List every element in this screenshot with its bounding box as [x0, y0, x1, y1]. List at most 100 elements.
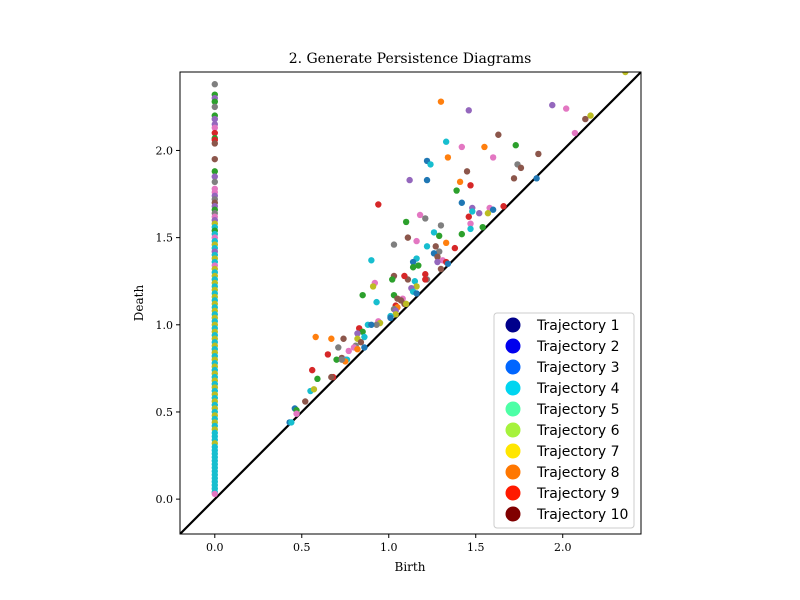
- h1-point: [413, 283, 420, 290]
- h1-point: [451, 244, 459, 252]
- h1-point: [413, 237, 420, 245]
- h1-point: [328, 373, 335, 381]
- h1-point: [484, 210, 492, 217]
- legend-marker: [505, 464, 521, 480]
- h0-point: [211, 178, 218, 186]
- h1-point: [434, 258, 441, 266]
- h1-point: [387, 314, 394, 322]
- legend-marker: [505, 422, 521, 438]
- x-tick-label: 1.0: [380, 541, 398, 554]
- h1-point: [430, 229, 438, 236]
- h1-point: [406, 176, 413, 184]
- h0-point: [211, 98, 218, 105]
- h1-point: [423, 176, 431, 184]
- h1-point: [481, 143, 488, 151]
- h1-point: [392, 311, 399, 318]
- h1-point: [345, 347, 352, 355]
- h1-point: [411, 278, 419, 285]
- h1-point: [422, 276, 429, 283]
- h1-point: [489, 154, 497, 161]
- h0-point: [211, 140, 218, 147]
- h1-point: [467, 220, 474, 227]
- plot-frame: [179, 71, 642, 535]
- y-tick-label: 2.0: [156, 144, 174, 157]
- x-axis-ticks: 0.0 0.5 1.0 1.5 2.0: [206, 534, 571, 554]
- h1-point: [402, 300, 410, 308]
- h1-point: [432, 243, 439, 250]
- chart-title: 2. Generate Persistence Diagrams: [289, 51, 532, 67]
- h1-point: [324, 351, 332, 358]
- h1-point: [288, 419, 295, 426]
- legend-box: [493, 312, 635, 529]
- h1-point: [495, 131, 502, 138]
- y-tick-label: 1.5: [156, 232, 174, 245]
- h1-point: [404, 234, 412, 241]
- x-tick-label: 2.0: [554, 541, 572, 554]
- h1-point: [512, 142, 519, 149]
- h0-point: [211, 490, 218, 498]
- x-tick-label: 0.5: [293, 541, 311, 554]
- h1-point: [409, 258, 417, 266]
- legend-label: Trajectory 10: [536, 507, 628, 523]
- h1-point: [422, 271, 429, 278]
- plot-area: [179, 71, 642, 535]
- legend-marker: [505, 506, 521, 522]
- h0-point: [211, 155, 218, 163]
- h1-point: [409, 264, 417, 271]
- h1-point: [465, 107, 472, 114]
- h1-point: [302, 398, 309, 405]
- h1-point: [436, 248, 443, 255]
- h1-point: [587, 112, 594, 119]
- h1-point: [458, 143, 466, 151]
- h1-point: [467, 182, 474, 189]
- legend-label: Trajectory 7: [536, 444, 619, 460]
- h1-point: [309, 366, 316, 374]
- h1-point: [444, 260, 452, 267]
- h1-point: [389, 276, 396, 283]
- h1-point: [500, 203, 507, 210]
- h1-point: [571, 129, 579, 137]
- legend-label: Trajectory 5: [536, 402, 619, 418]
- legend-label: Trajectory 6: [536, 423, 620, 439]
- h1-point: [437, 265, 445, 273]
- h1-point: [442, 138, 450, 145]
- h1-point: [373, 298, 380, 306]
- y-tick-label: 0.0: [156, 493, 174, 506]
- x-tick-label: 1.5: [467, 541, 485, 554]
- legend-label: Trajectory 9: [536, 486, 619, 502]
- h1-point: [535, 150, 542, 158]
- h1-point: [510, 175, 518, 182]
- h1-point: [562, 105, 570, 112]
- h0-point: [211, 124, 218, 131]
- h1-point: [458, 199, 466, 206]
- h1-point: [582, 115, 589, 123]
- h1-point: [427, 161, 434, 168]
- h1-point: [357, 339, 365, 346]
- legend-marker: [505, 380, 521, 396]
- h1-point: [423, 243, 431, 250]
- h1-point: [401, 272, 408, 280]
- h1-point: [293, 410, 300, 417]
- legend: Trajectory 1 Trajectory 2 Trajectory 3 Traj…: [493, 312, 635, 529]
- h1-point: [549, 101, 556, 109]
- h1-point: [413, 290, 420, 297]
- h1-point: [310, 386, 318, 393]
- h1-point: [442, 239, 450, 247]
- h0-point: [211, 103, 218, 111]
- legend-label: Trajectory 4: [536, 381, 620, 397]
- h0-point: [211, 129, 218, 137]
- h1-point: [338, 356, 345, 363]
- legend-marker: [505, 485, 521, 501]
- h1-point: [416, 211, 424, 219]
- h1-point: [354, 330, 361, 337]
- h1-points-group: [286, 72, 629, 426]
- y-axis-ticks: 0.0 0.5 1.0 1.5 2.0: [156, 144, 180, 506]
- h1-point: [340, 335, 347, 342]
- h1-point: [622, 72, 629, 76]
- h0-points-group: [211, 81, 218, 498]
- legend-label: Trajectory 8: [536, 465, 619, 481]
- h1-point: [469, 208, 476, 215]
- h1-point: [422, 215, 429, 222]
- h1-point: [314, 375, 321, 383]
